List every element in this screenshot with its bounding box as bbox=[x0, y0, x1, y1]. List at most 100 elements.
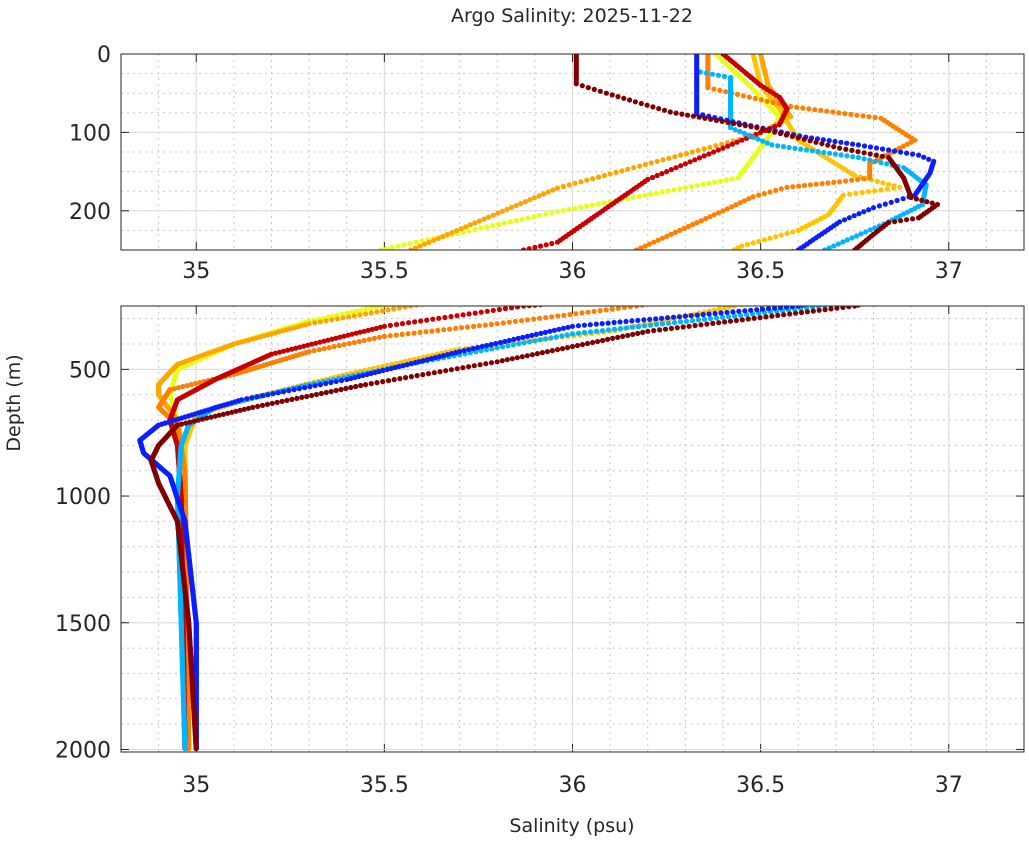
data-point bbox=[569, 343, 576, 350]
x-tick-label: 35.5 bbox=[360, 259, 409, 284]
data-point bbox=[609, 92, 615, 98]
data-point bbox=[831, 179, 837, 185]
data-point bbox=[831, 243, 837, 249]
data-point bbox=[642, 192, 648, 198]
data-point bbox=[861, 209, 867, 215]
data-point bbox=[317, 382, 323, 388]
data-point bbox=[837, 179, 843, 185]
x-tick-label: 36 bbox=[559, 773, 587, 798]
data-point bbox=[788, 103, 794, 110]
x-tick-label: 35.5 bbox=[360, 773, 409, 798]
data-point bbox=[289, 346, 295, 352]
data-point bbox=[195, 417, 201, 423]
data-point bbox=[898, 149, 904, 155]
data-point bbox=[683, 185, 689, 191]
data-point bbox=[615, 334, 621, 340]
data-point bbox=[719, 118, 725, 124]
data-point bbox=[704, 321, 710, 327]
data-point bbox=[832, 151, 839, 157]
data-point bbox=[694, 182, 700, 189]
data-point bbox=[472, 220, 478, 226]
data-point bbox=[389, 244, 395, 250]
data-point bbox=[874, 178, 880, 184]
data-point bbox=[500, 320, 506, 326]
data-point bbox=[507, 219, 513, 225]
data-point bbox=[513, 202, 519, 209]
data-point bbox=[192, 380, 199, 387]
data-point bbox=[549, 348, 556, 354]
data-point bbox=[277, 349, 283, 355]
data-point bbox=[756, 192, 762, 198]
data-point bbox=[623, 325, 630, 331]
data-point bbox=[281, 348, 287, 354]
data-point bbox=[726, 306, 732, 310]
data-point bbox=[490, 307, 496, 313]
data-point bbox=[391, 377, 397, 383]
data-point bbox=[543, 242, 549, 248]
data-point bbox=[689, 318, 696, 324]
x-tick-label: 36.5 bbox=[736, 773, 785, 798]
data-point bbox=[754, 125, 760, 131]
data-point bbox=[297, 344, 303, 350]
data-point bbox=[564, 332, 570, 338]
data-point bbox=[524, 317, 531, 323]
data-point bbox=[408, 361, 414, 367]
y-tick-label: 2000 bbox=[55, 738, 111, 763]
data-point bbox=[511, 336, 517, 342]
data-point bbox=[188, 382, 194, 388]
data-point bbox=[466, 364, 472, 370]
data-point bbox=[836, 110, 842, 116]
data-point bbox=[703, 216, 709, 222]
data-point bbox=[244, 396, 250, 402]
data-point bbox=[729, 141, 736, 147]
data-point bbox=[605, 336, 611, 342]
data-point bbox=[721, 306, 727, 311]
data-point bbox=[532, 244, 538, 250]
data-point bbox=[545, 189, 551, 195]
data-point bbox=[392, 364, 398, 371]
data-point bbox=[713, 315, 720, 321]
data-point bbox=[665, 188, 671, 194]
data-point bbox=[619, 168, 625, 174]
data-point bbox=[385, 378, 392, 384]
data-point bbox=[180, 384, 186, 390]
data-point bbox=[343, 385, 349, 392]
data-point bbox=[431, 237, 437, 243]
data-point bbox=[569, 331, 576, 337]
data-point bbox=[476, 218, 483, 224]
data-point bbox=[692, 322, 698, 329]
data-point bbox=[424, 357, 430, 363]
data-point bbox=[305, 342, 311, 348]
data-point bbox=[425, 371, 432, 377]
data-point bbox=[769, 313, 775, 319]
data-point bbox=[723, 177, 730, 183]
data-point bbox=[337, 334, 343, 340]
data-point bbox=[674, 325, 680, 331]
data-point bbox=[312, 383, 318, 389]
data-point bbox=[561, 312, 567, 318]
data-point bbox=[665, 320, 672, 326]
data-point bbox=[554, 209, 561, 215]
data-point bbox=[732, 127, 738, 133]
data-point bbox=[897, 184, 903, 190]
data-point bbox=[518, 318, 525, 324]
data-point bbox=[412, 319, 418, 325]
data-point bbox=[689, 149, 695, 155]
data-point bbox=[800, 105, 806, 111]
data-point bbox=[711, 212, 717, 218]
data-point bbox=[340, 315, 346, 321]
data-point bbox=[816, 307, 822, 313]
data-point bbox=[532, 338, 538, 344]
data-point bbox=[632, 99, 639, 105]
data-point bbox=[376, 368, 382, 375]
data-point bbox=[478, 309, 484, 315]
data-point bbox=[668, 231, 674, 237]
data-point bbox=[360, 372, 366, 379]
data-point bbox=[757, 315, 763, 321]
data-point bbox=[735, 175, 741, 181]
data-point bbox=[678, 152, 684, 158]
data-point bbox=[707, 316, 714, 322]
data-point bbox=[635, 317, 641, 323]
data-point bbox=[611, 326, 618, 332]
data-point bbox=[418, 318, 424, 324]
